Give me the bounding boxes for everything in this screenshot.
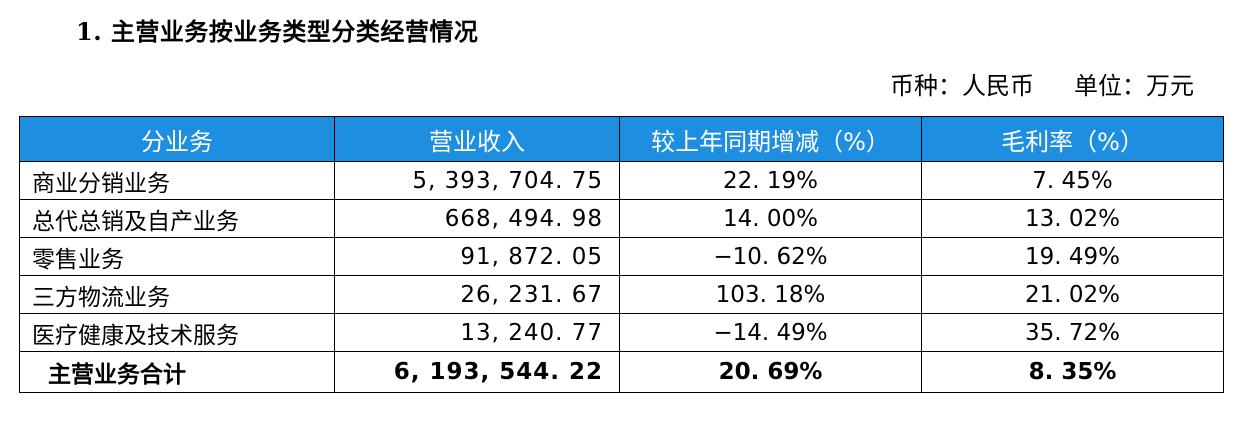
table-header-row: 分业务 营业收入 较上年同期增减（%） 毛利率（%） [19,116,1224,162]
cell-revenue: 91, 872. 05 [334,237,620,276]
business-segment-table: 分业务 营业收入 较上年同期增减（%） 毛利率（%） 商业分销业务 5, 393… [19,116,1224,393]
unit-line: 币种：人民币 单位：万元 [890,66,1194,101]
cell-segment: 零售业务 [19,237,335,276]
header-yoy-change: 较上年同期增减（%） [619,116,922,162]
header-revenue: 营业收入 [334,116,620,162]
unit-label: 单位：万元 [1074,72,1194,100]
cell-segment: 总代总销及自产业务 [19,199,335,238]
cell-gross-margin: 21. 02% [921,275,1224,314]
cell-total-gross-margin: 8. 35% [921,351,1224,393]
cell-yoy-change: 103. 18% [619,275,922,314]
table-row: 医疗健康及技术服务 13, 240. 77 −14. 49% 35. 72% [19,313,1224,352]
cell-revenue: 5, 393, 704. 75 [334,161,620,200]
table-row: 总代总销及自产业务 668, 494. 98 14. 00% 13. 02% [19,199,1224,238]
cell-total-revenue: 6, 193, 544. 22 [334,351,620,393]
cell-gross-margin: 35. 72% [921,313,1224,352]
cell-yoy-change: −10. 62% [619,237,922,276]
cell-revenue: 13, 240. 77 [334,313,620,352]
cell-gross-margin: 19. 49% [921,237,1224,276]
cell-yoy-change: 14. 00% [619,199,922,238]
cell-yoy-change: −14. 49% [619,313,922,352]
header-gross-margin: 毛利率（%） [921,116,1224,162]
cell-segment: 商业分销业务 [19,161,335,200]
cell-revenue: 26, 231. 67 [334,275,620,314]
cell-revenue: 668, 494. 98 [334,199,620,238]
cell-total-yoy-change: 20. 69% [619,351,922,393]
cell-segment: 医疗健康及技术服务 [19,313,335,352]
table-row: 三方物流业务 26, 231. 67 103. 18% 21. 02% [19,275,1224,314]
table-row: 商业分销业务 5, 393, 704. 75 22. 19% 7. 45% [19,161,1224,200]
cell-yoy-change: 22. 19% [619,161,922,200]
section-title: 1. 主营业务按业务类型分类经营情况 [76,17,479,46]
header-segment: 分业务 [19,116,335,162]
cell-gross-margin: 7. 45% [921,161,1224,200]
cell-total-segment: 主营业务合计 [19,351,335,393]
currency-label: 币种：人民币 [890,72,1034,100]
cell-segment: 三方物流业务 [19,275,335,314]
cell-gross-margin: 13. 02% [921,199,1224,238]
table-row: 零售业务 91, 872. 05 −10. 62% 19. 49% [19,237,1224,276]
table-total-row: 主营业务合计 6, 193, 544. 22 20. 69% 8. 35% [19,351,1224,393]
